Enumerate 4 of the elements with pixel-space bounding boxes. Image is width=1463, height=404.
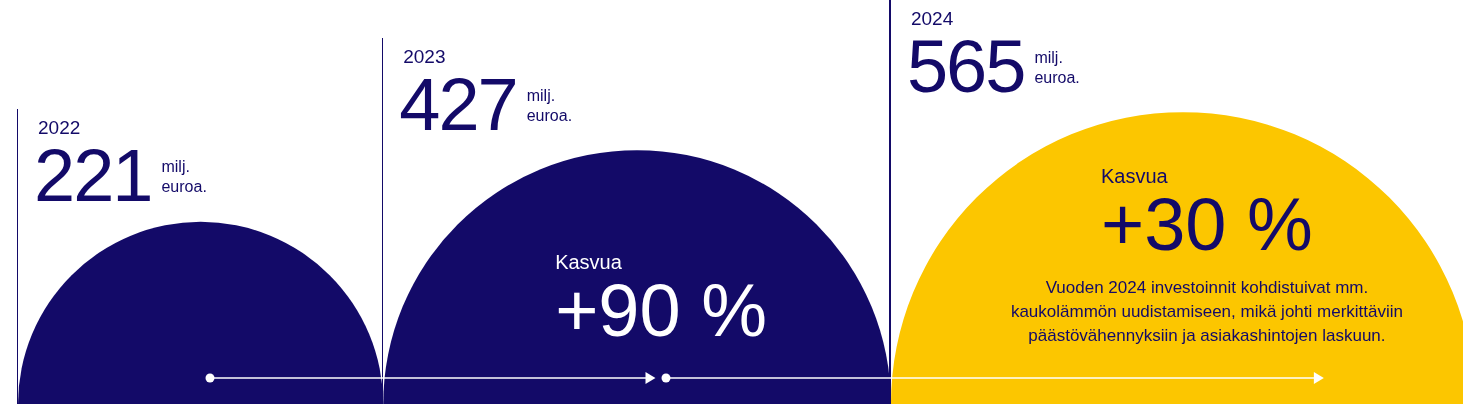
text: milj. euroa. (1034, 49, 1080, 86)
text: milj. euroa. (161, 157, 208, 198)
text: milj. euroa. (526, 87, 573, 125)
text: Vuoden 2024 investoinnit kohdistuivat mm. kaukolämmön uudistamiseen, mikä johti merkittäviin päästövähennyksiin ja asiakashintojen laskuun. (1009, 277, 1404, 347)
